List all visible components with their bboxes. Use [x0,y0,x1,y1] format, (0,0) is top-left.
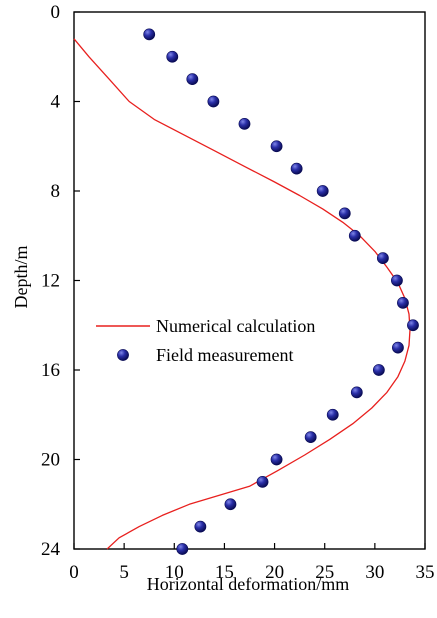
y-axis-title: Depth/m [11,246,31,309]
data-point [372,364,385,376]
data-point [224,498,237,511]
x-tick-label: 15 [215,562,234,583]
x-tick-label: 35 [416,562,435,583]
y-tick-label: 16 [41,360,60,381]
data-point [194,520,207,533]
plot-frame [73,11,426,550]
data-point [338,207,351,220]
legend-label: Numerical calculation [156,316,315,336]
y-tick-label: 4 [51,92,61,113]
y-tick-label: 24 [41,539,61,560]
data-point [397,296,409,309]
y-tick-label: 20 [41,450,60,471]
data-point [238,117,251,130]
data-point [290,162,303,175]
data-point [270,453,283,466]
x-tick-label: 10 [165,562,184,583]
x-axis-title: Horizontal deformation/mm [147,574,349,594]
data-point [186,73,199,86]
data-point [166,50,179,63]
y-tick-label: 8 [51,181,61,202]
data-point [176,543,189,555]
data-point [316,185,329,197]
x-tick-label: 25 [315,562,334,583]
data-point [304,431,317,444]
data-point [143,28,156,41]
x-tick-label: 30 [365,562,384,583]
x-tick-label: 0 [69,562,79,583]
legend-marker-swatch [117,349,129,361]
data-point [407,319,419,332]
data-point [326,408,339,421]
data-point [256,475,269,488]
x-tick-label: 5 [119,562,129,583]
x-tick-label: 20 [265,562,284,583]
y-tick-label: 0 [51,2,61,23]
data-point [207,95,220,108]
legend-label: Field measurement [156,345,293,365]
series-line-numerical [73,38,411,550]
data-point [350,386,363,399]
data-point [348,229,361,242]
data-point [391,274,403,287]
data-point [376,252,389,265]
y-tick-label: 12 [41,271,60,292]
data-point [392,341,404,354]
data-point [270,140,283,153]
